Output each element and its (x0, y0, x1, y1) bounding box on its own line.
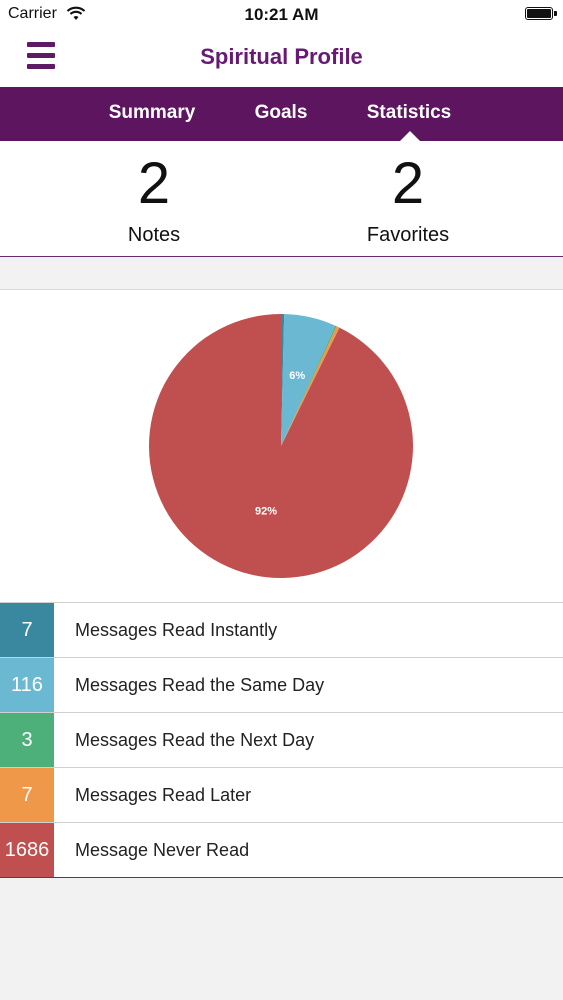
stat-row-never-read[interactable]: 1686 Message Never Read (0, 823, 563, 877)
stat-count-badge: 1686 (0, 823, 54, 877)
favorites-count-label: Favorites (366, 224, 450, 246)
pie-slice (281, 326, 340, 446)
stat-label: Messages Read the Same Day (75, 675, 325, 695)
stats-list: 7 Messages Read Instantly 116 Messages R… (0, 602, 563, 878)
tab-statistics[interactable]: Statistics (366, 102, 452, 123)
pie-slice (148, 314, 413, 578)
pie-data-label: 6% (289, 370, 305, 382)
stat-label: Messages Read Instantly (75, 620, 278, 640)
tab-goals[interactable]: Goals (254, 102, 308, 123)
stat-row-read-next-day[interactable]: 3 Messages Read the Next Day (0, 713, 563, 768)
page-title: Spiritual Profile (200, 44, 363, 69)
battery-tip (554, 11, 557, 16)
active-tab-pointer (400, 131, 420, 141)
status-time: 10:21 AM (244, 5, 319, 24)
stat-label: Messages Read Later (75, 785, 252, 805)
wifi-icon (66, 6, 86, 20)
notes-count[interactable]: 2 Notes (54, 141, 254, 247)
notes-count-label: Notes (127, 224, 181, 246)
battery-icon (525, 7, 553, 20)
hamburger-menu-icon[interactable] (27, 42, 55, 70)
pie-slice (281, 325, 337, 446)
tab-summary[interactable]: Summary (108, 102, 196, 123)
tab-bar: Summary Goals Statistics (0, 87, 563, 141)
stat-row-read-same-day[interactable]: 116 Messages Read the Same Day (0, 658, 563, 713)
carrier-label: Carrier (8, 5, 57, 22)
stat-row-read-instantly[interactable]: 7 Messages Read Instantly (0, 603, 563, 658)
stat-count-badge: 116 (0, 658, 54, 712)
pie-chart: 6% 92% (148, 314, 413, 578)
pie-slice (281, 314, 336, 446)
notes-count-value: 2 (137, 151, 171, 216)
stat-row-read-later[interactable]: 7 Messages Read Later (0, 768, 563, 823)
favorites-count[interactable]: 2 Favorites (308, 141, 508, 247)
status-bar: Carrier 10:21 AM (0, 0, 563, 30)
pie-data-label: 92% (255, 505, 277, 517)
stat-count-badge: 3 (0, 713, 54, 767)
favorites-count-value: 2 (391, 151, 425, 216)
counts-section: 2 Notes 2 Favorites (0, 141, 563, 257)
stat-label: Messages Read the Next Day (75, 730, 315, 750)
stat-count-badge: 7 (0, 603, 54, 657)
chart-card: 6% 92% (0, 289, 563, 603)
navigation-bar: Spiritual Profile (0, 30, 563, 87)
stat-count-badge: 7 (0, 768, 54, 822)
stat-label: Message Never Read (75, 840, 250, 860)
pie-slice (281, 314, 285, 446)
